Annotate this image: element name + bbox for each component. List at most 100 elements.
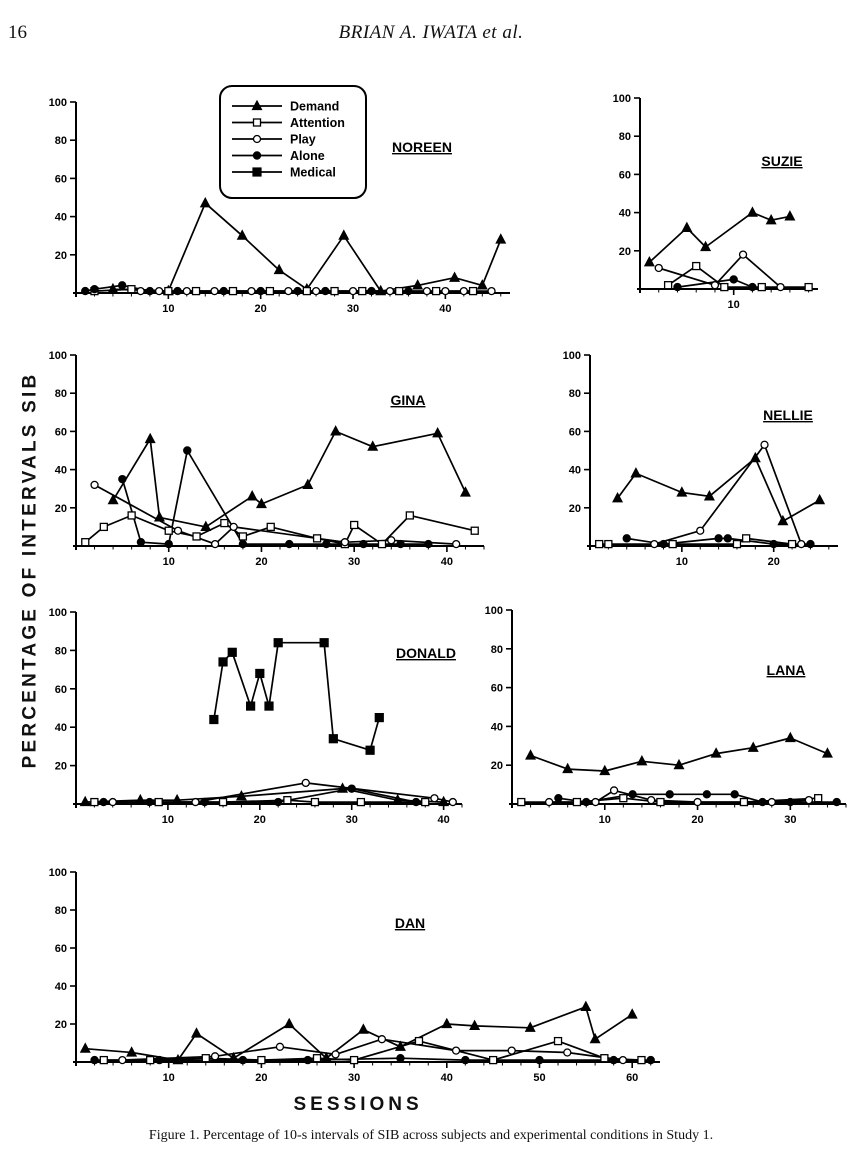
data-point-alone [748, 282, 757, 292]
data-point-demand [200, 520, 212, 532]
data-point-demand [432, 427, 444, 438]
y-tick-label: 60 [55, 426, 67, 438]
data-point-play [90, 480, 99, 490]
data-point-alone [118, 474, 127, 484]
data-point-attention [350, 520, 359, 530]
data-point-demand [79, 795, 91, 807]
data-point-attention [421, 797, 430, 807]
y-tick-label: 80 [55, 388, 67, 400]
data-point-play [451, 1046, 461, 1055]
data-point-demand [172, 1053, 184, 1065]
data-point-demand [525, 749, 537, 760]
data-point-demand [784, 210, 796, 221]
data-point-alone [367, 286, 376, 296]
data-point-alone [396, 1053, 405, 1063]
data-point-demand [710, 747, 722, 758]
y-tick-label: 40 [569, 465, 581, 477]
series-line-demand [648, 211, 791, 263]
data-point-demand [524, 1021, 536, 1032]
data-point-demand [636, 755, 648, 766]
data-point-demand [630, 467, 642, 478]
data-point-play [710, 281, 720, 290]
data-point-alone [285, 539, 294, 549]
data-point-play [340, 538, 350, 547]
panel-donald: 20 40 60 80 100 10 20 30 40 DONALD [49, 607, 463, 826]
data-point-demand [459, 486, 471, 497]
data-point-attention [312, 1054, 322, 1063]
panel-title: SUZIE [761, 153, 802, 169]
panel-nellie: 20 40 60 80 100 10 20 NELLIE [563, 350, 838, 568]
data-point-attention [804, 282, 813, 292]
data-point-demand [375, 284, 387, 296]
data-point-attention [814, 794, 823, 803]
data-point-play [452, 539, 461, 549]
data-point-alone [136, 537, 146, 547]
data-point-alone [256, 286, 265, 296]
x-tick-label: 10 [676, 556, 688, 568]
data-point-alone [646, 1055, 655, 1065]
data-point-play [331, 1050, 340, 1059]
data-point-medical [246, 701, 256, 711]
data-point-attention [146, 1055, 155, 1065]
legend-label: Attention [290, 116, 345, 130]
x-tick-label: 30 [346, 814, 358, 826]
legend-label: Demand [290, 100, 339, 114]
panel-title: DAN [395, 915, 425, 931]
data-point-alone [117, 281, 127, 290]
data-point-attention [595, 539, 604, 549]
data-point-attention [468, 286, 478, 296]
series-line-play [94, 484, 457, 545]
y-tick-label: 20 [55, 503, 67, 515]
data-point-demand [749, 451, 761, 463]
y-tick-label: 40 [55, 722, 67, 734]
data-point-play [430, 794, 439, 803]
data-point-alone [90, 1055, 99, 1065]
data-point-attention [127, 511, 136, 520]
data-point-demand [700, 240, 712, 252]
data-point-play [591, 797, 600, 807]
data-point-alone [200, 797, 209, 807]
data-point-demand [589, 1032, 601, 1044]
data-point-demand [681, 221, 693, 232]
data-point-alone [359, 539, 368, 549]
panel-suzie: 20 40 60 80 100 10 SUZIE [613, 93, 818, 311]
data-point-attention [349, 1055, 359, 1065]
panel-noreen: 20 40 60 80 100 10 20 30 40 NOREEN [49, 97, 510, 315]
data-point-play [544, 797, 554, 807]
data-point-attention [757, 282, 766, 292]
legend-marker-medical [252, 167, 262, 177]
data-point-play [767, 797, 776, 807]
data-point-play [760, 440, 769, 449]
x-tick-label: 40 [441, 1072, 453, 1084]
data-point-play [275, 1042, 285, 1051]
data-point-play [191, 797, 200, 807]
data-point-demand [441, 1017, 453, 1029]
x-axis-label: SESSIONS [293, 1094, 423, 1115]
data-point-attention [395, 286, 404, 296]
legend-label: Play [290, 133, 316, 147]
data-point-demand [747, 741, 759, 752]
data-point-play [173, 526, 183, 535]
data-point-alone [609, 1055, 618, 1065]
data-point-demand [330, 425, 342, 436]
x-tick-label: 20 [691, 814, 703, 826]
data-point-play [609, 786, 619, 795]
data-point-alone [322, 539, 331, 549]
data-point-play [210, 1052, 220, 1061]
data-point-attention [257, 1055, 266, 1065]
data-point-demand [612, 491, 624, 503]
y-tick-label: 100 [563, 350, 581, 362]
data-point-demand [191, 1027, 203, 1038]
data-point-alone [273, 797, 283, 807]
y-tick-label: 100 [49, 607, 67, 619]
data-point-play [301, 778, 310, 788]
data-point-alone [238, 539, 248, 549]
page-number: 16 [8, 22, 27, 43]
data-point-attention [164, 286, 173, 296]
y-tick-label: 20 [55, 250, 67, 262]
data-point-demand [320, 1051, 332, 1063]
data-point-attention [553, 1036, 563, 1046]
data-point-attention [488, 1055, 498, 1065]
y-tick-label: 80 [619, 131, 631, 143]
